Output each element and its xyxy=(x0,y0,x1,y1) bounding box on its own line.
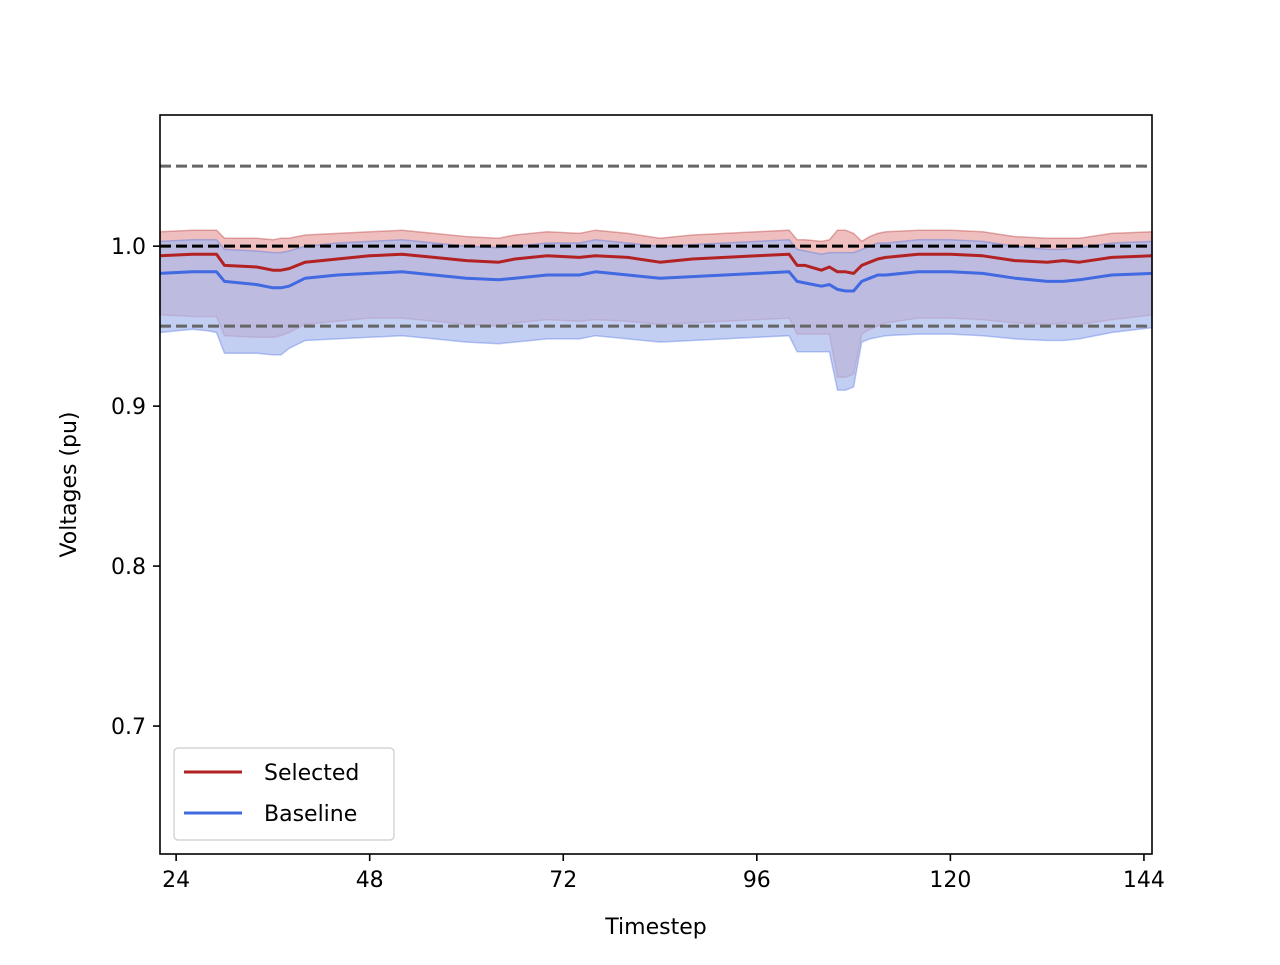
y-tick-label: 0.9 xyxy=(111,395,146,420)
y-axis: 0.7 0.8 0.9 1.0 xyxy=(111,235,160,740)
x-axis-label: Timestep xyxy=(604,915,706,940)
legend: Selected Baseline xyxy=(173,747,395,841)
x-tick-label: 120 xyxy=(929,868,971,893)
legend-label-selected: Selected xyxy=(264,761,359,786)
x-tick-label: 48 xyxy=(356,868,384,893)
plot-frame xyxy=(159,114,1153,855)
series-lines xyxy=(159,252,1153,293)
x-axis: 24 48 72 96 120 144 xyxy=(162,854,1165,893)
x-tick-label: 72 xyxy=(549,868,577,893)
y-tick-label: 0.7 xyxy=(111,715,146,740)
x-tick-label: 144 xyxy=(1123,868,1165,893)
series-line-baseline xyxy=(159,270,1153,293)
y-tick-label: 1.0 xyxy=(111,235,146,260)
x-tick-label: 96 xyxy=(743,868,771,893)
series-line-selected xyxy=(159,252,1153,275)
legend-label-baseline: Baseline xyxy=(264,802,357,827)
x-tick-label: 24 xyxy=(162,868,190,893)
reference-lines xyxy=(160,164,1152,328)
y-axis-label: Voltages (pu) xyxy=(57,411,82,557)
y-tick-label: 0.8 xyxy=(111,555,146,580)
